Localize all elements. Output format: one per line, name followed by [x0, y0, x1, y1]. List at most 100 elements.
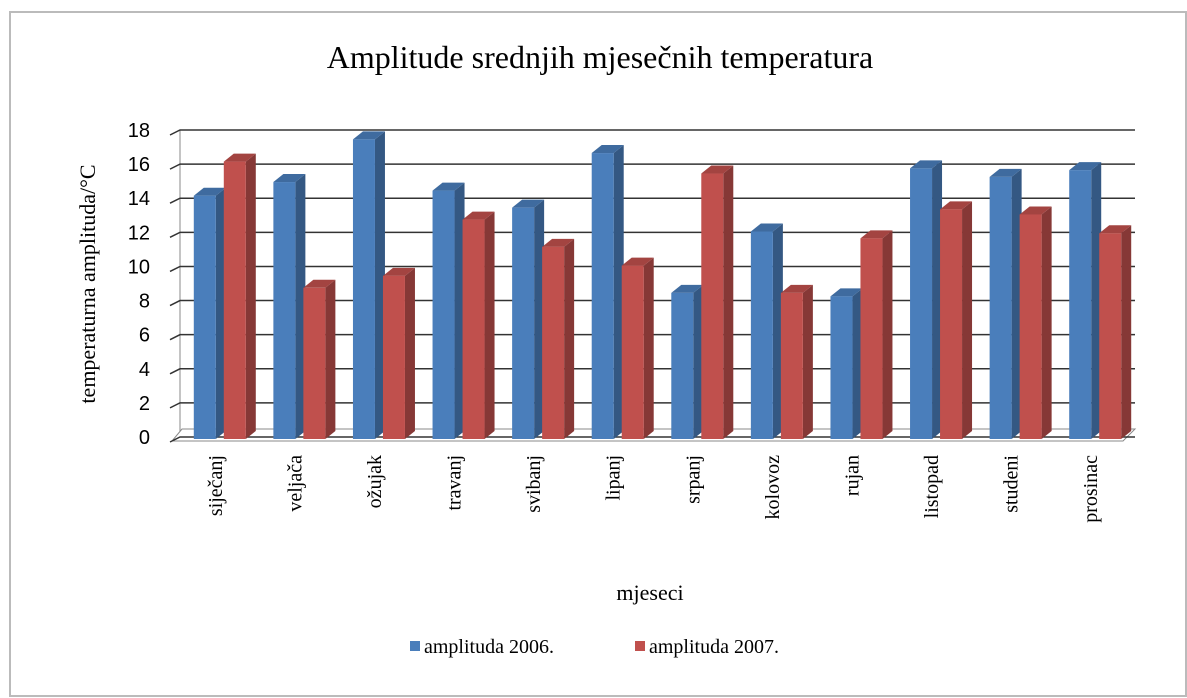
bar-top: [780, 284, 813, 293]
bar-side: [295, 174, 306, 440]
bar-top: [750, 223, 783, 232]
y-tick-label: 6: [139, 325, 150, 347]
bar: [701, 173, 724, 439]
bar-side: [484, 211, 495, 439]
bar-side: [643, 257, 654, 439]
bar-top: [671, 284, 704, 293]
bar: [780, 292, 803, 439]
x-tick-label: svibanj: [523, 455, 545, 513]
x-tick-label: srpanj: [682, 455, 704, 504]
y-axis-title: temperaturna amplituda/°C: [75, 164, 100, 403]
x-tick-label: listopad: [921, 455, 943, 518]
bar: [432, 190, 455, 439]
bar-top: [223, 153, 256, 162]
y-tick-label: 2: [139, 393, 150, 415]
bar-side: [1011, 168, 1022, 439]
bar: [671, 292, 694, 439]
bar-top: [1019, 206, 1052, 215]
bar: [193, 195, 216, 439]
bar: [910, 168, 933, 439]
bar-top: [382, 267, 415, 276]
x-axis-title: mjeseci: [616, 580, 683, 605]
bar-top: [542, 238, 575, 247]
legend-swatch: [410, 641, 420, 651]
y-tick-label: 16: [128, 154, 150, 176]
x-tick-label: kolovoz: [762, 455, 784, 520]
legend-label: amplituda 2007.: [649, 636, 779, 658]
bar-side: [325, 279, 336, 439]
bar: [750, 231, 773, 439]
x-tick-label: lipanj: [603, 455, 625, 501]
bar-top: [352, 131, 385, 140]
chart-title: Amplitude srednjih mjesečnih temperatura: [327, 39, 874, 75]
bar-top: [1069, 162, 1102, 171]
legend-label: amplituda 2006.: [424, 636, 554, 658]
y-tick-label: 14: [128, 188, 150, 210]
bar-side: [802, 284, 813, 439]
bar-top: [462, 211, 495, 220]
bar: [542, 246, 565, 439]
bar-top: [193, 187, 226, 196]
x-tick-label: rujan: [841, 455, 863, 496]
bar-side: [932, 160, 943, 439]
bar-side: [962, 201, 973, 439]
bar-side: [564, 238, 575, 439]
bar: [591, 153, 614, 440]
bar: [303, 287, 326, 439]
grid-line: [169, 197, 1135, 204]
bar-side: [772, 223, 783, 439]
grid-line: [169, 333, 1135, 341]
bar-side: [374, 131, 385, 439]
grid-line: [169, 163, 1135, 170]
bar-side: [404, 267, 415, 439]
bar: [273, 182, 296, 440]
bar: [382, 275, 405, 439]
bar-top: [432, 182, 465, 191]
grid-line: [169, 231, 1135, 239]
bar-side: [215, 187, 226, 439]
bar-top: [621, 257, 654, 266]
bar: [1019, 214, 1042, 439]
bar-side: [852, 288, 863, 439]
y-tick-label: 18: [128, 120, 150, 142]
y-tick-label: 4: [139, 359, 150, 381]
bar: [860, 238, 883, 439]
bar-side: [454, 182, 465, 440]
y-tick-label: 10: [128, 256, 150, 278]
y-tick-label: 12: [128, 222, 150, 244]
bar-side: [1121, 225, 1132, 439]
bar: [621, 265, 644, 439]
bar: [830, 296, 853, 439]
bar-top: [591, 145, 624, 154]
grid-line: [169, 436, 1135, 443]
bar: [512, 207, 535, 439]
bar-side: [1091, 162, 1102, 439]
grid-line: [169, 299, 1135, 307]
bar: [940, 209, 963, 439]
bar-top: [830, 288, 863, 297]
bar-side: [534, 199, 545, 439]
y-tick-label: 0: [139, 427, 150, 449]
bar: [1069, 170, 1092, 439]
x-tick-label: veljača: [284, 455, 306, 512]
bar-top: [940, 201, 973, 210]
bar-top: [512, 199, 545, 208]
x-tick-label: studeni: [1001, 455, 1023, 513]
grid-line: [169, 368, 1135, 375]
bar-side: [882, 230, 893, 439]
bar-top: [860, 230, 893, 239]
x-tick-label: ožujak: [364, 455, 386, 508]
bar: [989, 176, 1012, 439]
x-tick-label: siječanj: [205, 455, 227, 516]
x-tick-label: travanj: [444, 455, 466, 511]
grid-line: [169, 402, 1135, 409]
bar-side: [245, 153, 256, 440]
bar-side: [613, 145, 624, 440]
bar-top: [989, 168, 1022, 177]
x-tick-label: prosinac: [1080, 455, 1102, 523]
bar-top: [303, 279, 336, 288]
bar-top: [701, 165, 734, 174]
bar-side: [723, 165, 734, 439]
bar-side: [1041, 206, 1052, 439]
